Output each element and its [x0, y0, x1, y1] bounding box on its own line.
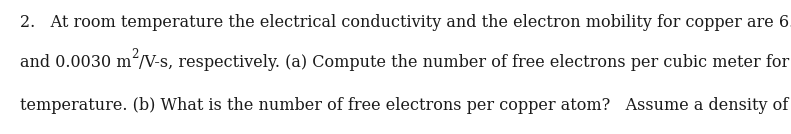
- Text: 2.   At room temperature the electrical conductivity and the electron mobility f: 2. At room temperature the electrical co…: [20, 14, 791, 31]
- Text: /V-s, respectively. (a) Compute the number of free electrons per cubic meter for: /V-s, respectively. (a) Compute the numb…: [138, 54, 791, 71]
- Text: 2: 2: [131, 48, 138, 61]
- Text: and 0.0030 m: and 0.0030 m: [20, 54, 131, 71]
- Text: temperature. (b) What is the number of free electrons per copper atom?   Assume : temperature. (b) What is the number of f…: [20, 97, 791, 114]
